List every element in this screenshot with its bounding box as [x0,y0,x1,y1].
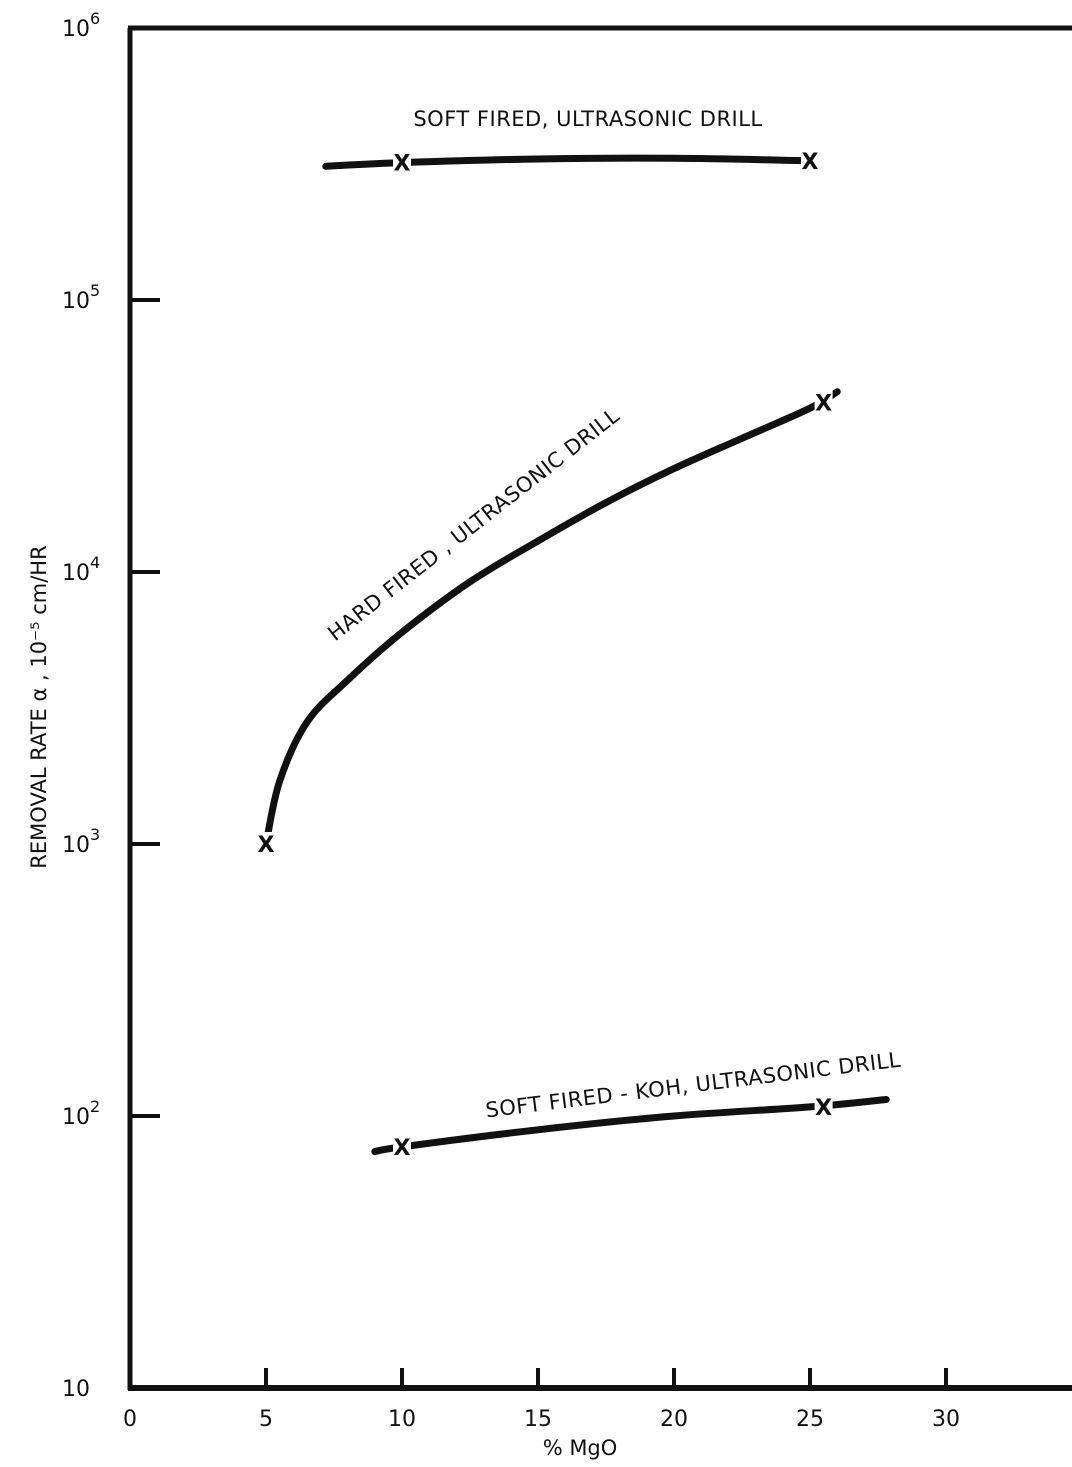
marker-bg [393,150,411,173]
marker-bg [814,1094,833,1117]
data-point-marker: X [802,150,819,175]
x-tick-label: 0 [123,1407,137,1432]
series-label-soft-fired-ultrasonic-drill: SOFT FIRED, ULTRASONIC DRILL [413,107,762,131]
marker-bg [801,148,819,171]
y-tick-label: 104 [62,553,100,586]
series-line-soft-fired-koh-ultrasonic-drill [371,1096,890,1156]
x-tick-label: 20 [660,1407,688,1432]
marker-bg [393,1134,411,1157]
data-point-marker: X [815,1096,832,1121]
x-axis-label: % MgO [543,1436,618,1460]
y-tick-label: 103 [62,825,100,858]
series-line-hard-fired-ultrasonic-drill [262,388,841,848]
data-point-marker: X [394,152,411,177]
y-tick-label: 10 [62,1377,90,1402]
x-tick-label: 25 [796,1407,824,1432]
x-tick-label: 10 [388,1407,416,1432]
marker-bg [257,832,275,854]
marker-bg [814,390,833,413]
series-labels: SOFT FIRED, ULTRASONIC DRILL HARD FIRED ,… [323,107,902,1122]
series-group: X X X X X X [257,148,890,1161]
y-axis-label: REMOVAL RATE α , 10⁻⁵ cm/HR [27,545,51,868]
axes [127,25,1072,1391]
x-tick-label: 30 [932,1407,960,1432]
x-tick-label: 15 [524,1407,552,1432]
data-point-marker: X [815,391,832,416]
y-ticks: 10 102 103 104 105 106 [62,9,160,1402]
data-point-marker: X [394,1136,411,1161]
x-ticks: 0 5 10 15 20 25 30 [123,1368,960,1432]
y-tick-label: 105 [62,281,100,314]
series-line-soft-fired-ultrasonic-drill [322,154,814,170]
series-label-hard-fired-ultrasonic-drill: HARD FIRED , ULTRASONIC DRILL [323,403,624,645]
data-point-marker: X [258,833,275,858]
x-tick-label: 5 [259,1407,273,1432]
y-tick-label: 102 [62,1097,100,1130]
y-tick-label: 106 [62,9,100,42]
